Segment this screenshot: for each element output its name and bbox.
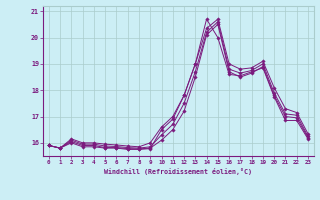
X-axis label: Windchill (Refroidissement éolien,°C): Windchill (Refroidissement éolien,°C) [104, 168, 252, 175]
